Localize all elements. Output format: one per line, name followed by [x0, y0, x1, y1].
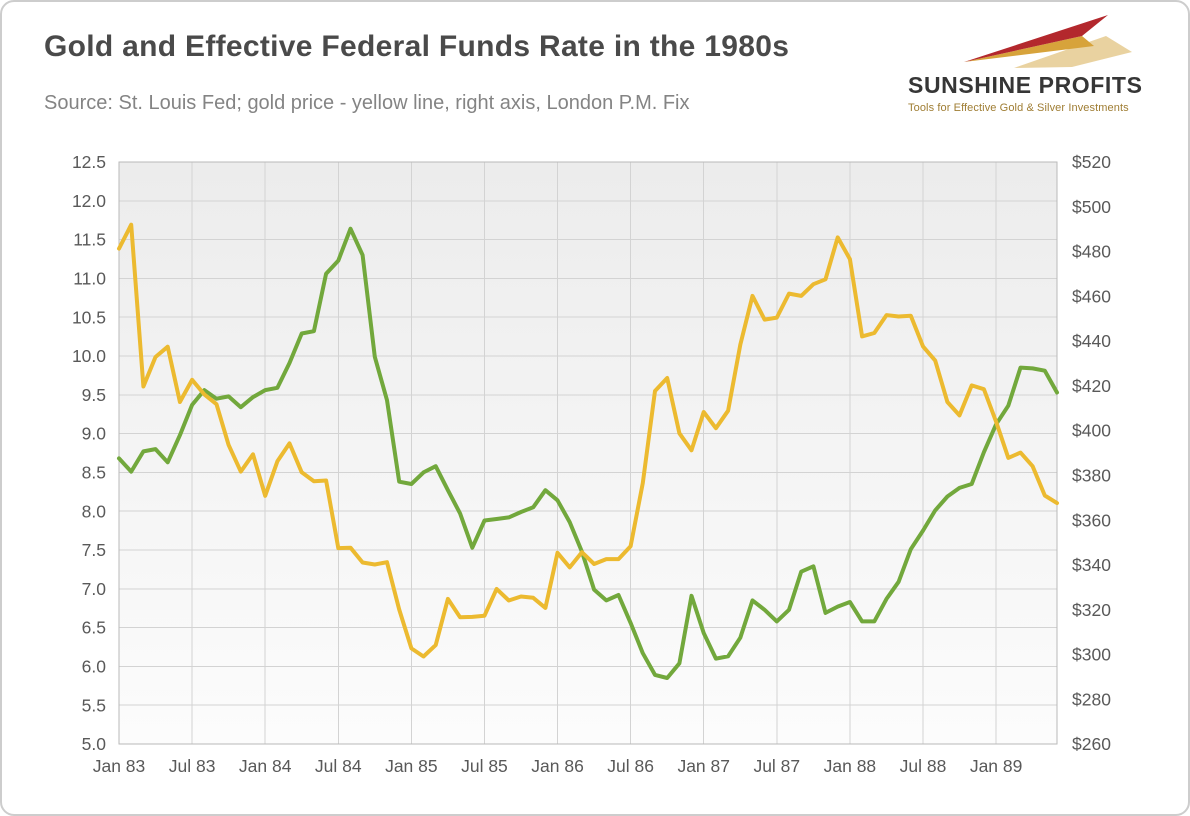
chart-source-note: Source: St. Louis Fed; gold price - yell…: [44, 92, 690, 114]
right-axis-label: $380: [1072, 466, 1111, 486]
right-axis-label: $360: [1072, 510, 1111, 530]
x-axis-label: Jul 85: [461, 756, 508, 776]
logo-brand-text: SUNSHINE PROFITS: [908, 72, 1143, 98]
right-axis-label: $340: [1072, 555, 1111, 575]
line-chart: 5.0 5.5 6.0 6.5 7.0 7.5 8.0 8.5 9.0 9.5 10.0 10.5 11…: [72, 152, 1111, 776]
right-axis-label: $320: [1072, 600, 1111, 620]
x-axis-label: Jul 87: [753, 756, 800, 776]
left-axis-label: 8.5: [82, 463, 106, 483]
right-axis-label: $460: [1072, 286, 1111, 306]
x-axis-label: Jan 89: [970, 756, 1023, 776]
x-axis-label: Jan 87: [677, 756, 730, 776]
left-axis-label: 10.5: [72, 307, 106, 327]
x-axis-label: Jul 88: [900, 756, 947, 776]
x-axis-label: Jan 83: [93, 756, 146, 776]
x-axis-label: Jul 86: [607, 756, 654, 776]
right-axis-label: $520: [1072, 152, 1111, 172]
logo-arrows-icon: [964, 15, 1132, 68]
right-axis-label: $500: [1072, 197, 1111, 217]
logo-gold-arrow: [964, 36, 1094, 62]
right-axis-label: $260: [1072, 734, 1111, 754]
series-line-left: [117, 226, 1059, 680]
x-axis-label: Jan 85: [385, 756, 438, 776]
x-axis-label: Jan 88: [824, 756, 877, 776]
left-axis-label: 5.5: [82, 695, 106, 715]
right-axis-label: $280: [1072, 689, 1111, 709]
x-axis-label: Jan 86: [531, 756, 584, 776]
logo-pale-arrow: [1014, 36, 1132, 68]
x-axis-label: Jul 84: [315, 756, 362, 776]
right-axis-label: $420: [1072, 376, 1111, 396]
page-title: Gold and Effective Federal Funds Rate in…: [44, 30, 790, 63]
left-axis-label: 7.0: [82, 579, 107, 599]
series-line-right: [117, 222, 1059, 659]
left-axis-label: 9.5: [82, 385, 106, 405]
x-axis-label: Jul 83: [169, 756, 216, 776]
right-axis-label: $440: [1072, 331, 1111, 351]
right-axis-label: $400: [1072, 421, 1111, 441]
logo-red-arrow: [964, 15, 1108, 62]
left-axis-label: 8.0: [82, 501, 107, 521]
right-axis-label: $300: [1072, 645, 1111, 665]
sunshine-profits-logo: SUNSHINE PROFITS Tools for Effective Gol…: [908, 12, 1166, 114]
left-axis-label: 12.0: [72, 191, 106, 211]
left-axis-label: 9.0: [82, 424, 107, 444]
left-axis-label: 12.5: [72, 152, 106, 172]
right-axis-label: $480: [1072, 242, 1111, 262]
x-axis-label: Jan 84: [239, 756, 292, 776]
left-axis-label: 6.0: [82, 657, 107, 677]
left-axis-label: 7.5: [82, 540, 106, 560]
left-axis-label: 6.5: [82, 618, 106, 638]
logo-tagline-text: Tools for Effective Gold & Silver Invest…: [908, 102, 1129, 114]
left-axis-label: 11.5: [73, 230, 106, 250]
left-axis-label: 5.0: [82, 734, 107, 754]
plot-border: [118, 161, 1058, 745]
left-axis-label: 11.0: [73, 269, 106, 289]
left-axis-label: 10.0: [72, 346, 106, 366]
plot-area: [119, 162, 1057, 744]
